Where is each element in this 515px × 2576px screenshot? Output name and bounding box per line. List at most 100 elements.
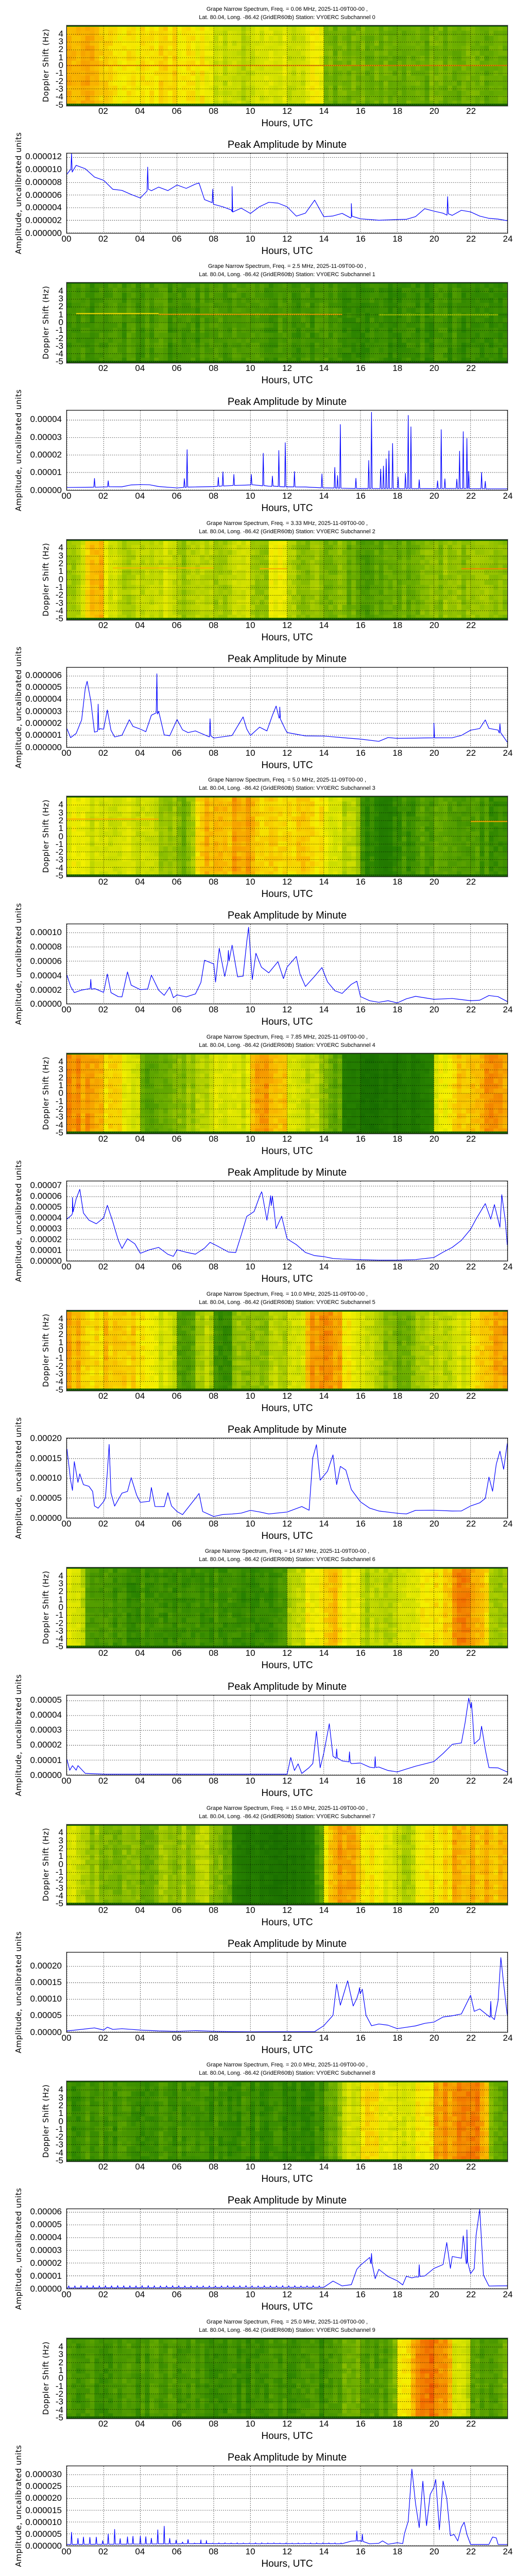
heatmap-cell <box>452 26 457 31</box>
heatmap-cell <box>503 60 507 66</box>
heatmap-cell <box>181 60 187 66</box>
heatmap-cell <box>131 50 136 56</box>
heatmap-cell <box>172 60 178 66</box>
heatmap-cell <box>140 560 146 565</box>
heatmap-cell <box>438 90 443 96</box>
heatmap-cell <box>268 343 274 348</box>
heatmap-cell <box>305 297 311 303</box>
heatmap-cell <box>498 282 503 289</box>
heatmap-cell <box>448 293 453 298</box>
heatmap-cell <box>406 302 411 308</box>
heatmap-cell <box>241 549 246 555</box>
heatmap-cell <box>333 584 338 590</box>
heatmap-cell <box>67 871 72 877</box>
heatmap-cell <box>356 90 361 96</box>
heatmap-cell <box>241 26 246 31</box>
heatmap-cell <box>448 574 453 580</box>
heatmap-cell <box>503 297 507 303</box>
heatmap-cell <box>365 65 370 71</box>
amplitude-x-tick-label: 08 <box>209 234 219 244</box>
heatmap-cell <box>420 549 425 555</box>
heatmap-cell <box>278 337 283 343</box>
heatmap-cell <box>493 41 499 46</box>
heatmap-cell <box>264 539 269 545</box>
heatmap-cell <box>145 30 150 36</box>
heatmap-cell <box>466 36 471 41</box>
heatmap-cell <box>493 545 499 550</box>
heatmap-cell <box>369 599 375 605</box>
heatmap-cell <box>177 595 182 600</box>
heatmap-cell <box>328 293 334 298</box>
heatmap-cell <box>484 41 489 46</box>
heatmap-cell <box>415 352 421 358</box>
amplitude-y-axis-label: Amplitude, uncalibrated units <box>14 389 23 512</box>
spectrogram-x-tick-label: 18 <box>392 620 403 630</box>
heatmap-cell <box>154 545 159 550</box>
heatmap-cell <box>448 312 453 318</box>
heatmap-cell <box>475 86 480 91</box>
heatmap-cell <box>126 560 132 565</box>
heatmap-cell <box>323 343 329 348</box>
heatmap-cell <box>443 100 448 106</box>
heatmap-cell <box>443 358 448 363</box>
heatmap-cell <box>255 317 260 323</box>
amplitude-y-tick-label: 0.00002 <box>30 450 62 460</box>
heatmap-cell <box>140 599 146 605</box>
heatmap-cell <box>351 50 356 56</box>
heatmap-cell <box>85 614 91 620</box>
heatmap-cell <box>209 549 214 555</box>
heatmap-cell <box>222 56 228 61</box>
heatmap-cell <box>181 50 187 56</box>
heatmap-cell <box>310 327 315 333</box>
heatmap-cell <box>282 358 288 363</box>
heatmap-cell <box>94 60 99 66</box>
heatmap-cell <box>424 574 430 580</box>
heatmap-cell <box>347 60 352 66</box>
heatmap-cell <box>122 584 127 590</box>
amplitude-x-tick-label: 14 <box>319 748 329 758</box>
heatmap-cell <box>264 609 269 615</box>
heatmap-cell <box>80 569 86 575</box>
heatmap-cell <box>159 545 164 550</box>
heatmap-cell <box>268 30 274 36</box>
heatmap-cell <box>145 574 150 580</box>
heatmap-cell <box>85 806 91 812</box>
heatmap-cell <box>167 604 173 610</box>
heatmap-cell <box>493 599 499 605</box>
heatmap-cell <box>337 545 342 550</box>
heatmap-cell <box>117 287 123 293</box>
heatmap-cell <box>301 287 306 293</box>
heatmap-cell <box>76 71 81 76</box>
heatmap-cell <box>260 308 265 313</box>
heatmap-cell <box>250 595 255 600</box>
heatmap-cell <box>71 45 77 52</box>
heatmap-cell <box>351 584 356 590</box>
heatmap-cell <box>186 595 192 600</box>
heatmap-cell <box>369 569 375 575</box>
heatmap-cell <box>71 851 77 857</box>
heatmap-cell <box>214 343 219 348</box>
heatmap-cell <box>448 595 453 600</box>
heatmap-cell <box>479 565 485 570</box>
amplitude-x-tick-label: 24 <box>503 748 513 758</box>
heatmap-cell <box>415 30 421 36</box>
heatmap-cell <box>264 343 269 348</box>
heatmap-cell <box>379 347 384 353</box>
heatmap-cell <box>282 36 288 41</box>
heatmap-cell <box>406 308 411 313</box>
heatmap-cell <box>85 343 91 348</box>
heatmap-cell <box>255 565 260 570</box>
heatmap-cell <box>388 90 393 96</box>
heatmap-cell <box>67 50 72 56</box>
heatmap-cell <box>99 308 104 313</box>
heatmap-cell <box>177 95 182 101</box>
heatmap-cell <box>204 358 210 363</box>
heatmap-cell <box>282 569 288 575</box>
heatmap-cell <box>85 60 91 66</box>
heatmap-cell <box>108 282 113 289</box>
heatmap-cell <box>448 287 453 293</box>
heatmap-cell <box>149 317 154 323</box>
heatmap-cell <box>181 327 187 333</box>
heatmap-cell <box>402 86 407 91</box>
spectrogram-y-tick-label: -1 <box>55 582 63 592</box>
